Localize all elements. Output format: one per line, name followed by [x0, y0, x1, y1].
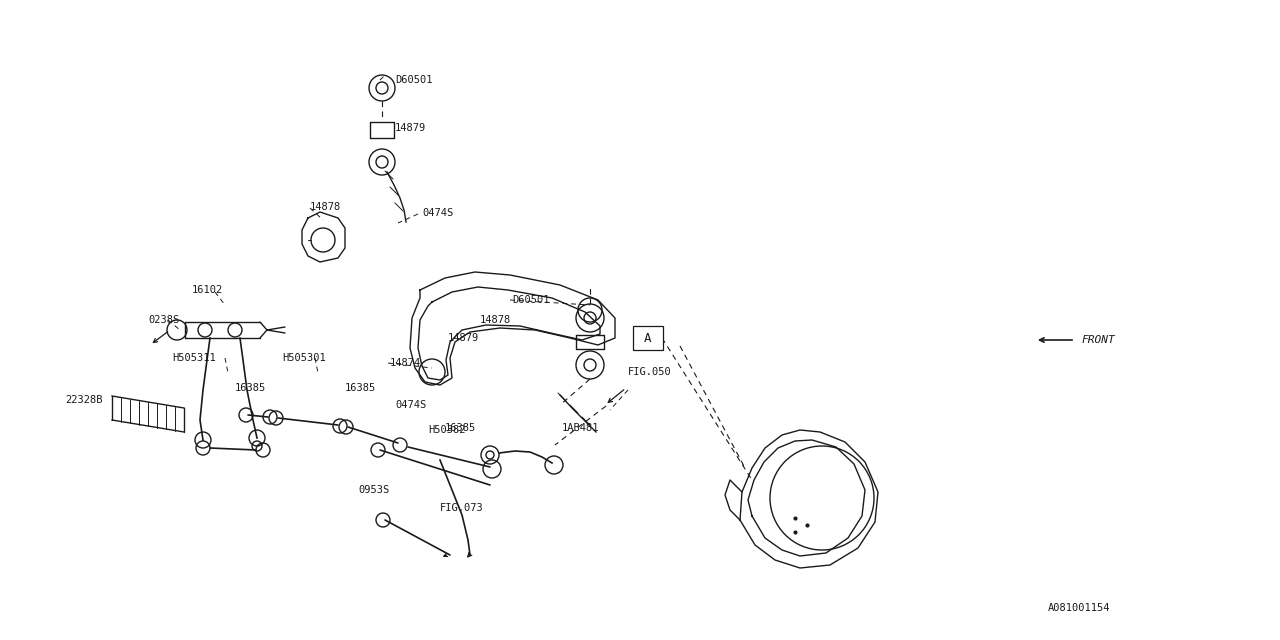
Text: 14874: 14874: [390, 358, 421, 368]
Text: 0238S: 0238S: [148, 315, 179, 325]
Text: 22328B: 22328B: [65, 395, 102, 405]
Text: 0953S: 0953S: [358, 485, 389, 495]
Text: H505301: H505301: [282, 353, 325, 363]
Text: 16385: 16385: [445, 423, 476, 433]
Text: D60501: D60501: [396, 75, 433, 85]
Text: 14878: 14878: [310, 202, 342, 212]
Text: 16385: 16385: [346, 383, 376, 393]
Text: 16385: 16385: [236, 383, 266, 393]
FancyBboxPatch shape: [634, 326, 663, 350]
Text: 14878: 14878: [480, 315, 511, 325]
Text: 1AB481: 1AB481: [562, 423, 599, 433]
Text: D60501: D60501: [512, 295, 549, 305]
Text: A: A: [644, 332, 652, 344]
Text: FIG.050: FIG.050: [628, 367, 672, 377]
Text: H505311: H505311: [172, 353, 216, 363]
Text: 14879: 14879: [448, 333, 479, 343]
Text: 0474S: 0474S: [396, 400, 426, 410]
Text: A081001154: A081001154: [1048, 603, 1111, 613]
Text: FRONT: FRONT: [1082, 335, 1116, 345]
Text: FIG.073: FIG.073: [440, 503, 484, 513]
Text: H50382: H50382: [428, 425, 466, 435]
Text: 0474S: 0474S: [422, 208, 453, 218]
Text: 16102: 16102: [192, 285, 223, 295]
Text: 14879: 14879: [396, 123, 426, 133]
